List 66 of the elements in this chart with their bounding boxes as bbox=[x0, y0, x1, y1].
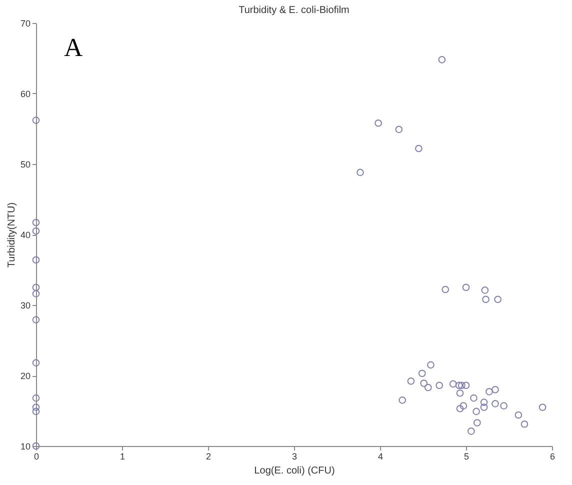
point bbox=[32, 408, 40, 416]
point bbox=[538, 404, 546, 411]
point bbox=[32, 359, 40, 366]
point bbox=[415, 144, 422, 152]
point bbox=[418, 370, 426, 378]
point bbox=[480, 404, 488, 411]
y-tick-label: 50 bbox=[20, 160, 30, 170]
point bbox=[514, 411, 522, 419]
point bbox=[481, 286, 489, 294]
point bbox=[462, 382, 470, 390]
x-tick-label: 6 bbox=[550, 452, 556, 462]
y-tick-label: 10 bbox=[20, 442, 30, 452]
point bbox=[420, 380, 428, 387]
point bbox=[494, 296, 502, 304]
x-tick-label: 4 bbox=[378, 452, 384, 462]
y-axis-title: Turbidity(NTU) bbox=[6, 202, 18, 268]
point bbox=[374, 119, 382, 127]
point bbox=[470, 394, 478, 402]
point bbox=[480, 398, 488, 406]
chart-title: Turbidity & E. coli-Biofilm bbox=[238, 5, 350, 16]
point bbox=[474, 419, 481, 426]
point bbox=[482, 296, 490, 304]
point bbox=[395, 126, 403, 134]
point bbox=[520, 420, 528, 428]
point bbox=[32, 404, 40, 411]
point bbox=[32, 394, 40, 402]
point bbox=[442, 286, 450, 294]
point bbox=[492, 386, 499, 394]
y-tick-label: 70 bbox=[20, 18, 30, 28]
x-tick-label: 1 bbox=[120, 452, 126, 462]
point bbox=[436, 382, 443, 390]
y-tick-label: 20 bbox=[20, 371, 30, 381]
point bbox=[455, 382, 463, 390]
point bbox=[356, 168, 364, 176]
y-tick-label: 30 bbox=[20, 300, 30, 310]
point bbox=[456, 389, 464, 397]
x-tick-label: 5 bbox=[464, 452, 470, 462]
point bbox=[492, 400, 499, 408]
point bbox=[458, 382, 466, 390]
point bbox=[468, 428, 475, 435]
point bbox=[500, 402, 508, 410]
point bbox=[460, 402, 468, 410]
point bbox=[472, 408, 480, 416]
point bbox=[424, 384, 432, 392]
point bbox=[32, 290, 40, 298]
annotation: A bbox=[64, 33, 83, 62]
point bbox=[32, 227, 40, 235]
point bbox=[32, 284, 40, 292]
point bbox=[398, 396, 406, 404]
x-tick-label: 3 bbox=[292, 452, 298, 462]
point bbox=[427, 361, 434, 369]
point bbox=[32, 218, 40, 226]
point bbox=[407, 377, 415, 385]
y-tick-label: 60 bbox=[20, 89, 30, 99]
y-tick-label: 40 bbox=[20, 230, 30, 240]
x-tick-label: 0 bbox=[34, 452, 40, 462]
point bbox=[462, 284, 470, 292]
point bbox=[456, 404, 464, 412]
x-tick-label: 2 bbox=[206, 452, 212, 462]
point bbox=[32, 116, 40, 124]
point bbox=[32, 256, 40, 264]
point bbox=[32, 316, 40, 324]
point bbox=[438, 56, 446, 64]
point bbox=[486, 388, 493, 396]
x-axis-title: Log(E. coli) (CFU) bbox=[254, 466, 335, 476]
point bbox=[449, 380, 457, 388]
